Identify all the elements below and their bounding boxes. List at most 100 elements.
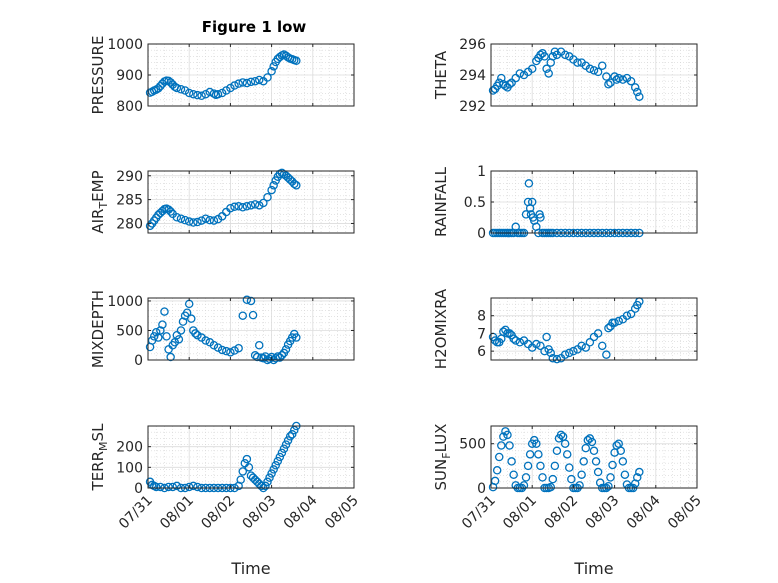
data-point <box>593 467 603 477</box>
series-markers <box>145 421 301 493</box>
data-point <box>620 470 630 479</box>
data-point <box>189 89 198 99</box>
data-point <box>217 88 227 98</box>
subplot-6: 6 78 H2OMIXRA <box>432 288 698 369</box>
data-point <box>616 446 626 456</box>
data-point <box>189 218 198 227</box>
data-point <box>168 482 177 492</box>
data-point <box>174 335 184 344</box>
data-point <box>521 210 531 219</box>
data-point <box>263 73 272 82</box>
series-markers <box>145 50 301 101</box>
data-point <box>577 341 586 351</box>
data-point <box>250 200 260 209</box>
data-point <box>244 463 254 472</box>
data-point <box>234 202 243 211</box>
data-point <box>499 432 508 441</box>
data-point <box>234 79 243 88</box>
data-point <box>497 441 506 450</box>
y-tick-label: 200 <box>116 440 143 456</box>
data-point <box>222 86 231 95</box>
data-point <box>193 217 202 227</box>
data-point <box>292 56 301 65</box>
data-point <box>290 425 299 435</box>
data-point <box>532 339 541 349</box>
subplot-8: 0 500 07/31 08/01 08/02 08/03 08/04 08/05 SUNFLU… <box>432 424 705 533</box>
axes-box <box>147 425 355 489</box>
data-point <box>238 311 248 320</box>
data-point <box>230 346 239 355</box>
data-point <box>246 296 256 306</box>
data-point <box>550 461 560 471</box>
data-point <box>585 64 595 74</box>
data-point <box>525 450 535 459</box>
data-point <box>277 351 287 360</box>
y-tick-label: 0 <box>134 353 143 369</box>
data-point <box>536 341 545 351</box>
figure-title: Figure 1 low <box>202 18 307 36</box>
data-point <box>271 461 280 470</box>
data-point <box>238 202 248 212</box>
data-point <box>263 477 272 487</box>
data-point <box>560 50 570 60</box>
data-point <box>217 345 227 355</box>
y-tick-label: 294 <box>459 68 486 84</box>
data-point <box>552 354 562 364</box>
data-point <box>604 481 613 491</box>
data-point <box>267 185 276 195</box>
data-point <box>503 430 512 440</box>
data-point <box>242 295 252 305</box>
data-point <box>519 481 529 490</box>
x-axis-label-left: Time <box>230 559 270 578</box>
data-point <box>536 50 545 60</box>
data-point <box>191 329 200 338</box>
data-point <box>172 481 182 491</box>
y-axis-label: TERRMSL <box>89 423 110 492</box>
series-markers <box>145 295 301 365</box>
y-tick-label: 1 <box>477 164 486 180</box>
data-point <box>612 75 621 84</box>
data-point <box>267 469 276 478</box>
data-point <box>230 202 239 212</box>
data-point <box>209 216 219 225</box>
subplot-2: 292 294 296 THETA <box>432 37 698 115</box>
axes-box <box>147 297 355 361</box>
y-tick-label: 290 <box>116 169 143 185</box>
data-point <box>201 336 210 345</box>
data-point <box>589 446 599 456</box>
data-point <box>246 201 256 210</box>
data-point <box>507 78 516 88</box>
data-point <box>236 475 245 484</box>
subplot-4: 0 0.5 1 RAINFALL <box>432 164 698 242</box>
data-point <box>544 69 553 78</box>
data-point <box>515 338 525 347</box>
data-point <box>608 460 617 470</box>
subplot-3: 280 285 290 AIRTEMP <box>89 168 355 234</box>
data-point <box>269 62 278 71</box>
data-point <box>565 463 574 472</box>
data-point <box>505 441 514 450</box>
data-point <box>287 430 297 439</box>
data-point <box>581 443 591 453</box>
y-tick-label: 296 <box>459 37 486 53</box>
data-point <box>569 346 578 356</box>
data-point <box>246 77 256 87</box>
data-point <box>259 353 268 363</box>
data-point <box>560 350 570 359</box>
data-point <box>610 318 619 328</box>
data-point <box>172 213 182 222</box>
data-point <box>626 309 636 319</box>
data-point <box>156 81 165 91</box>
y-tick-label: 1000 <box>107 37 143 53</box>
y-tick-label: 0 <box>477 481 486 497</box>
data-point <box>283 436 293 445</box>
data-point <box>292 333 301 342</box>
data-point <box>573 58 582 67</box>
data-point <box>562 450 572 459</box>
data-point <box>275 452 285 462</box>
data-point <box>213 89 223 99</box>
y-axis-label: PRESSURE <box>89 36 107 115</box>
